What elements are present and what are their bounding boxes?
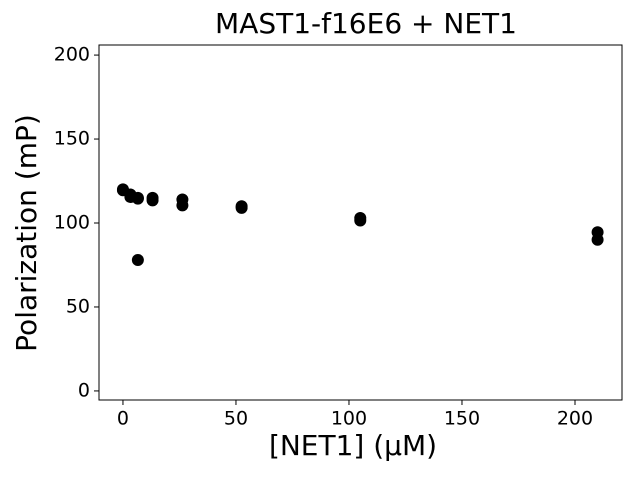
y-tick-label: 100 (54, 212, 90, 234)
y-axis-label: Polarization (mP) (10, 114, 43, 352)
point (146, 194, 159, 207)
x-tick-label: 50 (224, 408, 248, 430)
point (176, 199, 189, 212)
x-tick-label: 100 (331, 408, 367, 430)
y-tick-label: 0 (78, 379, 90, 401)
y-tick-label: 200 (54, 44, 90, 66)
point (131, 191, 144, 204)
x-tick-label: 150 (444, 408, 480, 430)
y-tick-label: 50 (66, 295, 90, 317)
plot-frame (98, 44, 623, 401)
point (591, 233, 604, 246)
chart-title: MAST1-f16E6 + NET1 (215, 7, 517, 40)
y-tick-label: 150 (54, 128, 90, 150)
point (354, 214, 367, 227)
x-tick-label: 0 (117, 408, 129, 430)
x-axis-label: [NET1] (μM) (269, 429, 437, 462)
point (131, 253, 144, 266)
point (235, 201, 248, 214)
x-tick-label: 200 (557, 408, 593, 430)
